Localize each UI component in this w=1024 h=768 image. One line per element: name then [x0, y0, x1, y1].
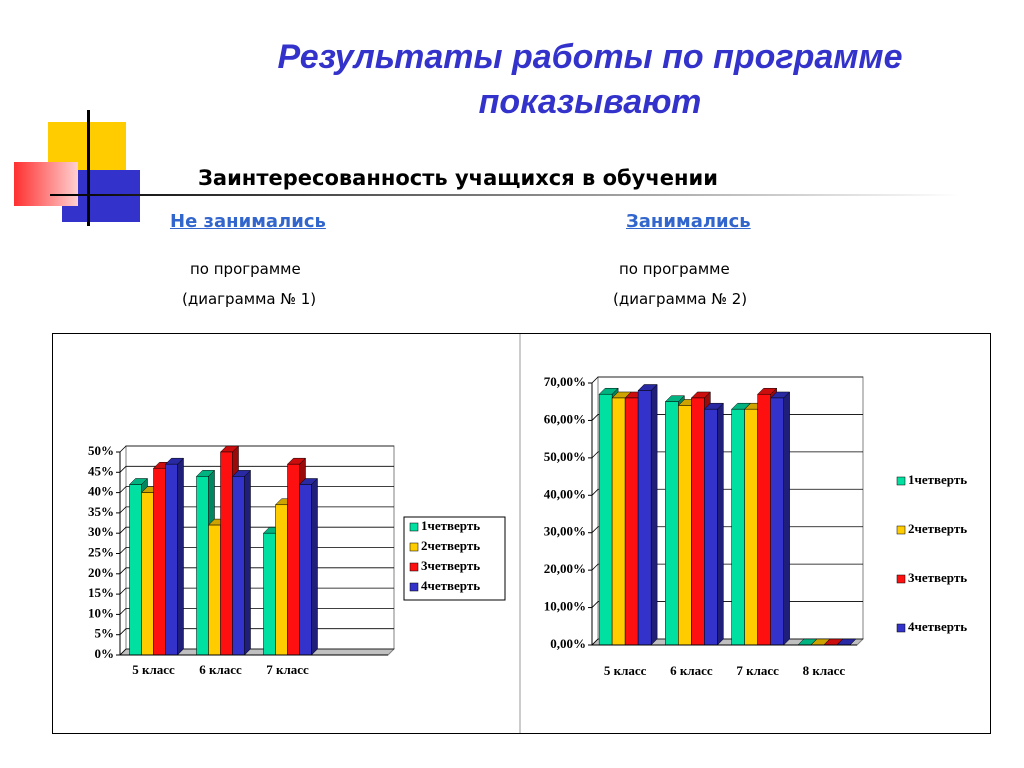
bar: [611, 397, 626, 646]
legend-swatch: [409, 582, 419, 592]
bar: [275, 504, 288, 656]
title: Результаты работы по программе: [277, 38, 903, 76]
bar: [731, 408, 745, 646]
bar-side: [311, 477, 318, 656]
bar: [678, 405, 692, 646]
note: (диаграмма № 2): [613, 290, 748, 308]
y-tick-label: 30%: [88, 524, 114, 539]
bar-side: [783, 391, 790, 646]
bar: [208, 524, 221, 656]
y-tick-label: 30,00%: [544, 524, 586, 539]
legend-label: 4четверть: [421, 578, 480, 593]
bar: [299, 484, 312, 656]
heading-link: Не занимались: [170, 211, 326, 232]
bar: [691, 397, 705, 646]
legend-swatch: [409, 562, 419, 572]
bar: [129, 484, 142, 656]
legend-swatch: [409, 522, 419, 532]
bar: [770, 397, 784, 646]
legend-label: 4четверть: [908, 619, 967, 634]
bar: [196, 476, 209, 656]
y-tick-label: 20,00%: [544, 561, 586, 576]
legend-label: 3четверть: [908, 570, 967, 585]
bar: [232, 476, 245, 656]
y-tick-label: 40,00%: [544, 486, 586, 501]
legend-label: 1четверть: [908, 472, 967, 487]
bar: [704, 408, 718, 646]
x-tick-label: 6 класс: [670, 663, 713, 678]
legend-swatch: [896, 574, 906, 584]
bar-side: [244, 469, 251, 656]
bar: [287, 463, 300, 656]
bar-side: [177, 457, 184, 656]
frame: [52, 333, 991, 734]
bar: [220, 451, 233, 656]
bar-side: [650, 383, 658, 646]
y-tick-label: 0,00%: [550, 636, 586, 651]
bar: [665, 401, 679, 646]
y-tick-label: 50%: [88, 443, 114, 458]
legend-swatch: [409, 542, 419, 552]
y-tick-label: 10%: [88, 605, 114, 620]
y-tick-label: 10,00%: [544, 599, 586, 614]
legend-label: 2четверть: [908, 521, 967, 536]
bar: [165, 463, 178, 656]
bar: [744, 408, 758, 646]
bar: [624, 397, 639, 646]
y-tick-label: 0%: [95, 646, 115, 661]
deco-line: [87, 110, 90, 226]
legend-swatch: [896, 525, 906, 535]
legend-label: 2четверть: [421, 538, 480, 553]
y-tick-label: 25%: [88, 544, 114, 559]
title: показывают: [478, 83, 702, 121]
y-tick-label: 35%: [88, 504, 114, 519]
y-tick-label: 70,00%: [544, 374, 586, 389]
bar: [263, 532, 276, 656]
y-tick-label: 5%: [95, 626, 115, 641]
x-tick-label: 7 класс: [736, 663, 779, 678]
x-tick-label: 5 класс: [132, 662, 175, 677]
bar: [141, 492, 154, 656]
x-tick-label: 7 класс: [266, 662, 309, 677]
grid-line: [591, 376, 863, 384]
bar-side: [717, 402, 724, 646]
x-tick-label: 6 класс: [199, 662, 242, 677]
grid-line: [119, 445, 394, 453]
bar: [598, 393, 613, 646]
note: (диаграмма № 1): [182, 290, 317, 308]
subtitle: Заинтересованность учащихся в обучении: [198, 166, 718, 190]
y-tick-label: 40%: [88, 484, 114, 499]
bar: [153, 467, 166, 656]
bar: [757, 393, 771, 646]
legend-swatch: [896, 476, 906, 486]
legend-box: [403, 516, 506, 601]
y-tick-label: 50,00%: [544, 449, 586, 464]
legend-label: 3четверть: [421, 558, 480, 573]
deco-square: [14, 162, 78, 206]
heading-link: Занимались: [626, 211, 751, 232]
bar: [637, 390, 652, 646]
x-tick-label: 5 класс: [604, 663, 647, 678]
note: по программе: [619, 260, 730, 278]
deco-line: [50, 194, 960, 196]
y-tick-label: 15%: [88, 585, 114, 600]
x-tick-label: 8 класс: [803, 663, 846, 678]
y-tick-label: 45%: [88, 463, 114, 478]
note: по программе: [190, 260, 301, 278]
legend-swatch: [896, 623, 906, 633]
y-tick-label: 60,00%: [544, 411, 586, 426]
legend-label: 1четверть: [421, 518, 480, 533]
y-tick-label: 20%: [88, 565, 114, 580]
